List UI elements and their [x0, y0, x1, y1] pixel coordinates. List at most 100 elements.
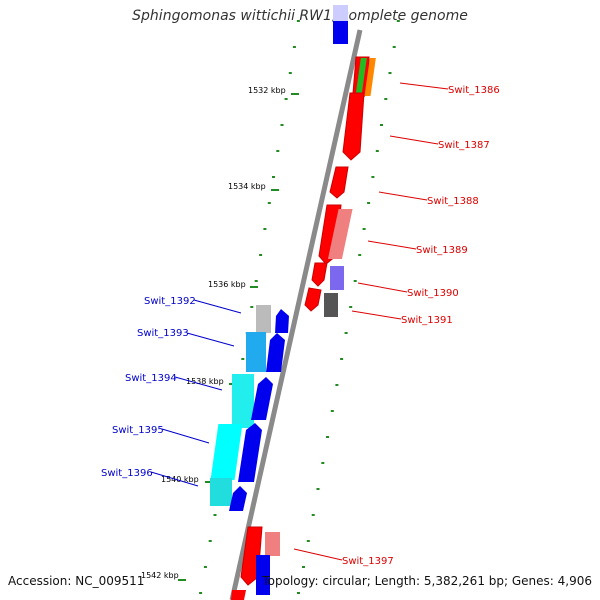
gene-label-swit-1394[interactable]: Swit_1394	[125, 373, 177, 384]
genome-summary: Topology: circular; Length: 5,382,261 bp…	[262, 574, 592, 588]
guide-dot	[296, 20, 300, 22]
guide-dot	[330, 410, 334, 412]
label-leader-line	[161, 428, 210, 444]
gene-feature-blue-top[interactable]	[333, 20, 348, 44]
gene-feature-swit-1388[interactable]	[329, 166, 349, 199]
gene-feature-swit-1391[interactable]	[304, 287, 322, 312]
gene-label-swit-1387[interactable]: Swit_1387	[438, 140, 490, 151]
gene-label-swit-1395[interactable]: Swit_1395	[112, 425, 164, 436]
label-leader-line	[293, 548, 343, 561]
guide-dot	[358, 254, 362, 256]
gene-label-swit-1389[interactable]: Swit_1389	[416, 245, 468, 256]
kbp-tick-label: 1538 kbp	[186, 377, 224, 386]
guide-dot	[199, 592, 203, 594]
guide-dot	[367, 202, 371, 204]
guide-dot	[340, 358, 344, 360]
kbp-tick-label: 1536 kbp	[208, 280, 246, 289]
kbp-tick-label: 1542 kbp	[141, 571, 179, 580]
guide-dot	[267, 202, 271, 204]
guide-dot	[241, 358, 245, 360]
guide-dot	[292, 46, 296, 48]
guide-dot	[396, 20, 400, 22]
gene-feature-swit-1394[interactable]	[232, 374, 254, 428]
guide-dot	[326, 436, 329, 438]
reverse-strand-genes	[210, 5, 348, 595]
label-leader-line	[357, 282, 408, 293]
label-leader-line	[174, 376, 223, 391]
guide-dot	[297, 592, 300, 594]
gene-feature-swit-1393[interactable]	[246, 332, 266, 372]
kbp-tick-label: 1532 kbp	[248, 86, 286, 95]
gene-feature-blue[interactable]	[266, 333, 285, 372]
gene-feature-pink[interactable]	[265, 532, 280, 556]
guide-dot	[302, 566, 305, 568]
guide-dot	[384, 98, 388, 100]
gene-feature-blue-bottom[interactable]	[256, 555, 270, 595]
guide-dot	[311, 514, 315, 516]
genome-title: Sphingomonas wittichii RW1, complete gen…	[132, 8, 468, 24]
kbp-tick-label: 1534 kbp	[228, 182, 266, 191]
guide-dot	[321, 462, 325, 464]
label-leader-line	[193, 299, 242, 314]
gene-feature-red-bottom[interactable]	[231, 590, 246, 600]
accession-label: Accession: NC_009511	[8, 574, 145, 588]
gene-label-swit-1386[interactable]: Swit_1386	[448, 85, 500, 96]
gene-feature-colored[interactable]	[364, 58, 376, 96]
gene-feature-blue[interactable]	[229, 486, 247, 511]
genome-backbone	[229, 29, 363, 600]
gene-label-swit-1396[interactable]: Swit_1396	[101, 468, 153, 479]
guide-dot	[250, 306, 254, 308]
gene-label-swit-1392[interactable]: Swit_1392	[144, 296, 196, 307]
label-leader-line	[399, 82, 449, 90]
guide-dot	[208, 540, 212, 542]
guide-dot	[392, 46, 396, 48]
guide-dots	[199, 20, 400, 594]
gene-feature-swit-1387[interactable]	[342, 92, 365, 161]
gene-label-swit-1388[interactable]: Swit_1388	[427, 196, 479, 207]
gene-feature-blue[interactable]	[251, 377, 273, 420]
gene-label-swit-1393[interactable]: Swit_1393	[137, 328, 189, 339]
gene-feature-swit-1395[interactable]	[210, 424, 243, 480]
gene-feature-light-top[interactable]	[333, 5, 348, 21]
gene-feature-purple[interactable]	[330, 266, 344, 290]
left-gene-labels: Swit_1392 Swit_1393 Swit_1394 Swit_1395 …	[101, 296, 242, 487]
guide-dot	[213, 514, 217, 516]
guide-dot	[388, 72, 392, 74]
gene-feature-blue[interactable]	[238, 423, 262, 482]
gene-feature-colored[interactable]	[355, 58, 367, 96]
gene-feature-swit-1396[interactable]	[210, 478, 232, 506]
guide-dot	[259, 254, 263, 256]
guide-dot	[254, 280, 258, 282]
gene-label-swit-1397[interactable]: Swit_1397	[342, 556, 394, 567]
label-leader-line	[367, 240, 417, 250]
guide-dot	[335, 384, 339, 386]
gene-feature-pink[interactable]	[327, 209, 353, 259]
guide-dot	[371, 176, 375, 178]
guide-dot	[288, 72, 292, 74]
gene-feature-grey[interactable]	[324, 293, 338, 317]
gene-feature-blue[interactable]	[275, 309, 289, 333]
guide-dot	[375, 150, 379, 152]
gene-label-swit-1391[interactable]: Swit_1391	[401, 315, 453, 326]
guide-dot	[316, 488, 320, 490]
guide-dot	[362, 228, 366, 230]
label-leader-line	[378, 191, 428, 201]
guide-dot	[344, 332, 348, 334]
guide-dot	[353, 280, 357, 282]
kbp-tick-label: 1540 kbp	[161, 475, 199, 484]
gene-feature-swit-1390[interactable]	[311, 262, 328, 287]
label-leader-line	[150, 471, 199, 487]
guide-dot	[280, 124, 284, 126]
guide-dot	[272, 176, 275, 178]
label-leader-line	[389, 135, 439, 145]
guide-dot	[263, 228, 267, 230]
guide-dot	[276, 150, 280, 152]
gene-label-swit-1390[interactable]: Swit_1390	[407, 288, 459, 299]
forward-strand-genes	[231, 56, 376, 600]
guide-dot	[380, 124, 383, 126]
gene-feature-swit-1392[interactable]	[256, 305, 271, 333]
guide-dot	[349, 306, 353, 308]
guide-dot	[203, 566, 207, 568]
guide-dot	[284, 98, 288, 100]
